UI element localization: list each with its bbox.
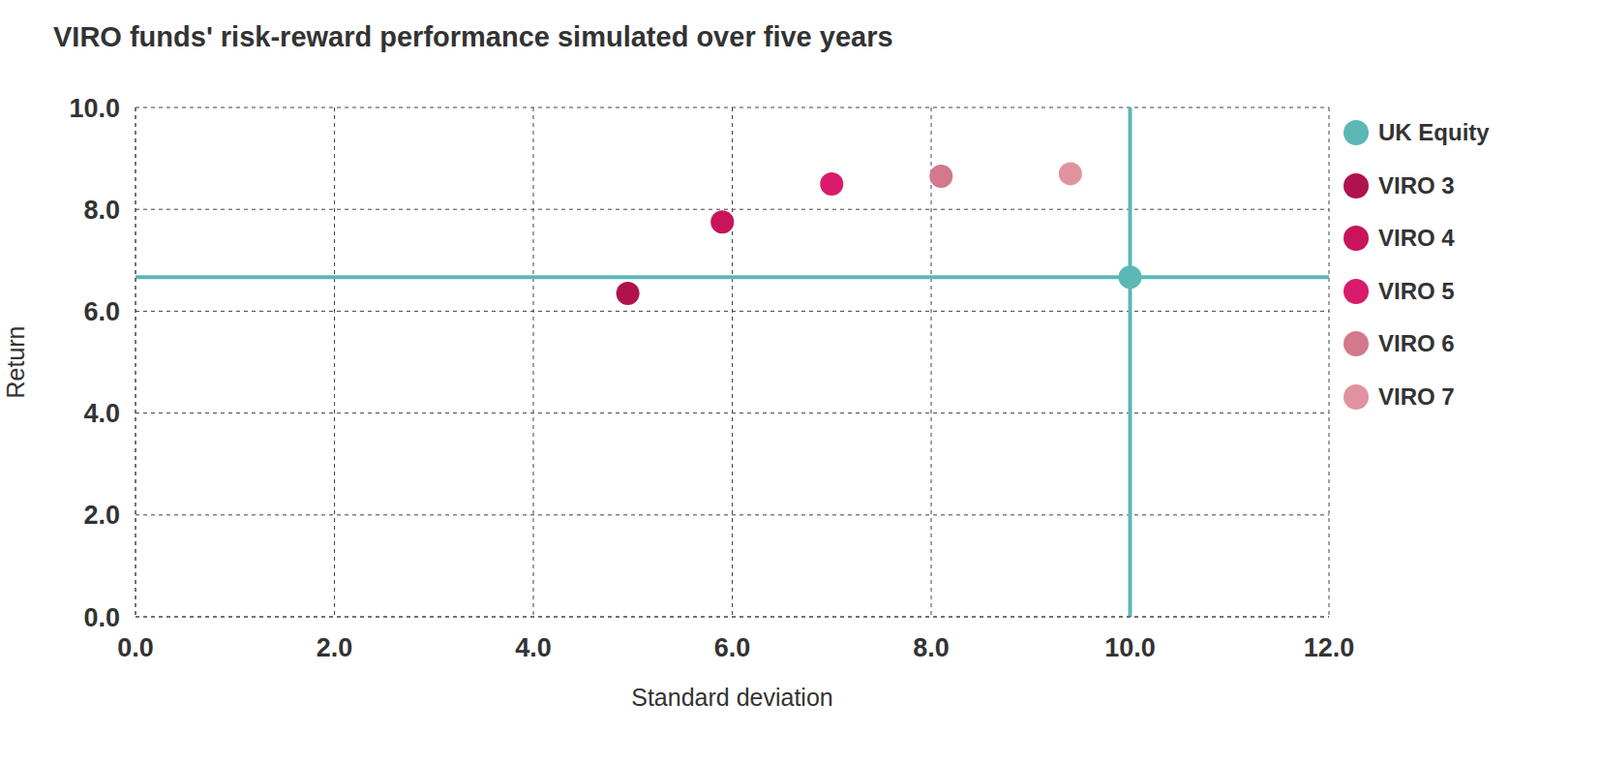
- html-text:VIRO funds' risk-reward perfor: VIRO funds' risk-reward performance simu…: [53, 21, 894, 53]
- svg-text:0.0: 0.0: [117, 633, 154, 663]
- html-text:VIRO 5: VIRO 5: [1378, 277, 1455, 304]
- svg-text:8.0: 8.0: [912, 633, 950, 663]
- svg-text:4.0: 4.0: [83, 398, 121, 428]
- svg-text:2.0: 2.0: [316, 633, 354, 663]
- html-text:VIRO 7: VIRO 7: [1378, 383, 1455, 410]
- svg-text:Standard deviation: Standard deviation: [631, 683, 833, 711]
- svg-text:10.0: 10.0: [68, 93, 121, 123]
- svg-text:12.0: 12.0: [1303, 633, 1356, 663]
- svg-text:10.0: 10.0: [1104, 633, 1156, 663]
- svg-text:Return: Return: [7, 325, 30, 398]
- html-text:VIRO 3: VIRO 3: [1378, 172, 1455, 199]
- svg-text:0.0: 0.0: [83, 603, 121, 633]
- svg-text:4.0: 4.0: [514, 633, 552, 663]
- html-text:VIRO 6: VIRO 6: [1378, 330, 1455, 357]
- html-text:VIRO 4: VIRO 4: [1378, 224, 1455, 251]
- svg-text:2.0: 2.0: [83, 500, 121, 530]
- svg-text:8.0: 8.0: [83, 195, 121, 225]
- svg-text:6.0: 6.0: [83, 297, 121, 327]
- html-text:UK Equity: UK Equity: [1378, 119, 1490, 146]
- svg-text:6.0: 6.0: [714, 633, 752, 663]
